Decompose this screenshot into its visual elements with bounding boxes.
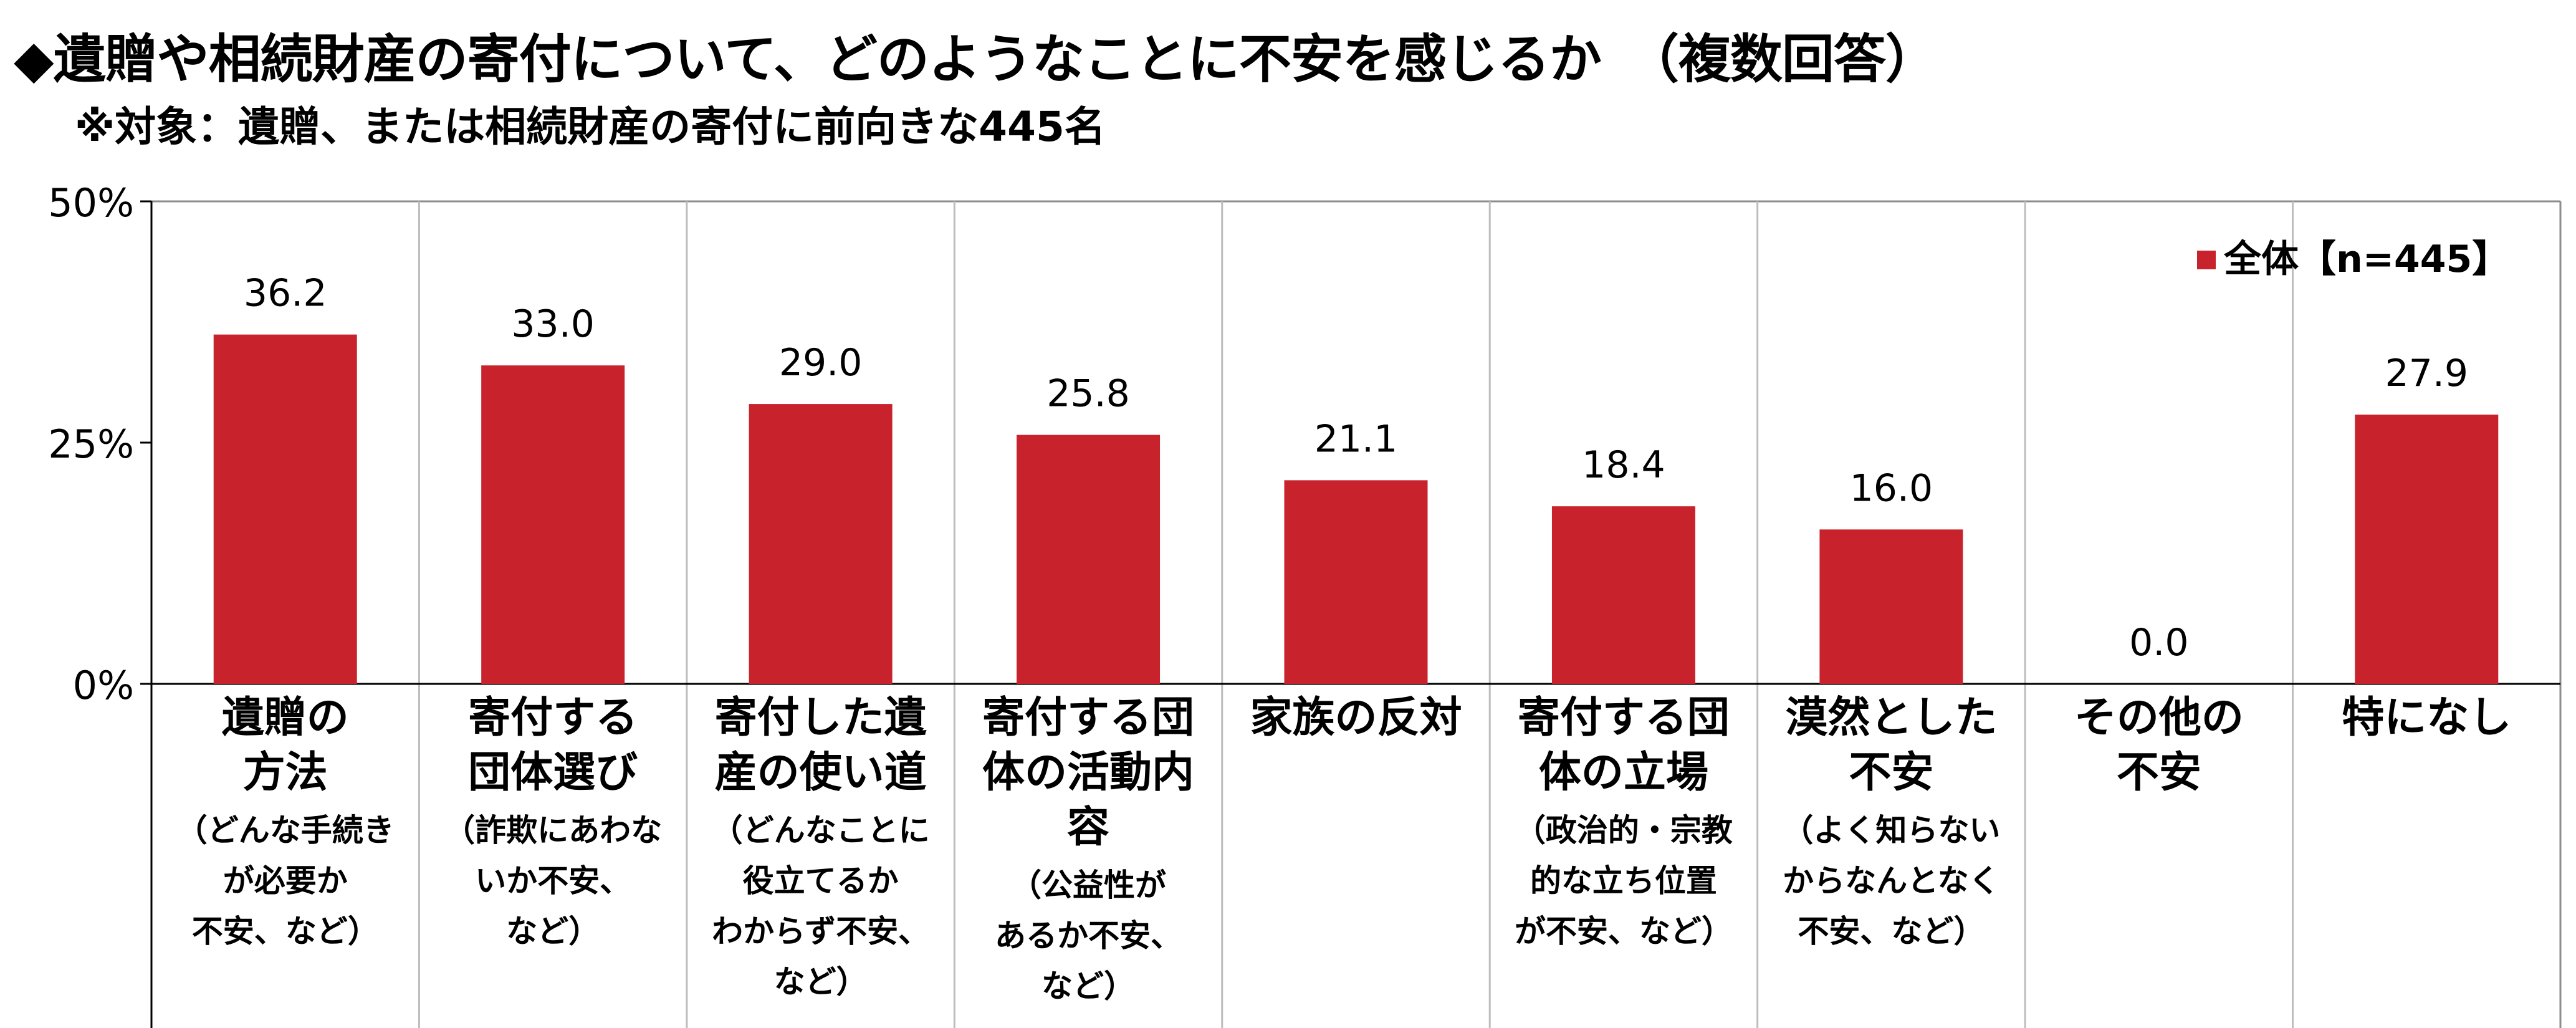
category-title: 寄付する 団体選び [468, 693, 638, 797]
category-note: （どんなことに 役立てるか わからず不安、 など） [711, 812, 930, 1000]
data-label: 21.1 [1314, 417, 1398, 461]
category-title: 寄付する団 体の立場 [1517, 693, 1730, 797]
data-label: 16.0 [1850, 466, 1933, 510]
data-label: 18.4 [1582, 443, 1665, 487]
x-tick-label: 遺贈の 方法 （どんな手続き が必要か 不安、など） [151, 691, 420, 957]
chart-subtitle: ※対象：遺贈、または相続財産の寄付に前向きな445名 [75, 103, 1106, 151]
bar [1551, 506, 1695, 684]
y-tick-label: 50% [48, 180, 134, 226]
legend-swatch [2197, 251, 2216, 269]
bar [481, 365, 625, 684]
data-label: 29.0 [779, 341, 863, 385]
x-tick-label: 寄付した遺 産の使い道 （どんなことに 役立てるか わからず不安、 など） [686, 691, 955, 1007]
category-title: 家族の反対 [1250, 693, 1462, 742]
category-title: 漠然とした 不安 [1785, 693, 1998, 797]
category-note: （公益性が あるか不安、 など） [995, 867, 1182, 1004]
bar [2355, 415, 2499, 684]
bar [749, 404, 893, 684]
x-tick-label: 寄付する団 体の活動内 容 （公益性が あるか不安、 など） [954, 691, 1223, 1012]
category-note: （どんな手続き が必要か 不安、など） [176, 812, 395, 949]
x-tick-label: 特になし [2292, 691, 2561, 746]
chart-title: ◆遺贈や相続財産の寄付について、どのようなことに不安を感じるか （複数回答） [14, 29, 1938, 90]
x-tick-label: その他の 不安 [2024, 691, 2294, 800]
category-note: （政治的・宗教 的な立ち位置 が不安、など） [1514, 812, 1733, 949]
category-title: 寄付する団 体の活動内 容 [982, 693, 1195, 852]
data-label: 33.0 [511, 302, 595, 346]
category-note: （よく知らない からなんとなく 不安、など） [1782, 812, 2001, 949]
bar [1819, 529, 1963, 684]
category-title: 遺贈の 方法 [221, 693, 349, 797]
x-tick-label: 漠然とした 不安 （よく知らない からなんとなく 不安、など） [1756, 691, 2026, 957]
data-label: 25.8 [1046, 372, 1130, 416]
category-title: 特になし [2342, 693, 2512, 742]
y-tick-label: 0% [73, 663, 134, 708]
data-label: 36.2 [244, 272, 327, 315]
bar [1284, 480, 1428, 684]
y-tick-label: 25% [48, 421, 134, 467]
data-label: 0.0 [2129, 621, 2188, 665]
bar [1017, 435, 1161, 684]
legend-label: 全体【n=445】 [2223, 238, 2509, 281]
x-tick-label: 寄付する団 体の立場 （政治的・宗教 的な立ち位置 が不安、など） [1489, 691, 1758, 957]
category-title: 寄付した遺 産の使い道 [714, 693, 927, 797]
data-label: 27.9 [2385, 352, 2468, 395]
category-title: その他の 不安 [2074, 693, 2244, 797]
x-tick-label: 寄付する 団体選び （詐欺にあわな いか不安、 など） [418, 691, 687, 957]
x-tick-label: 家族の反対 [1222, 691, 1491, 746]
bar [213, 334, 357, 684]
category-note: （詐欺にあわな いか不安、 など） [444, 812, 663, 949]
